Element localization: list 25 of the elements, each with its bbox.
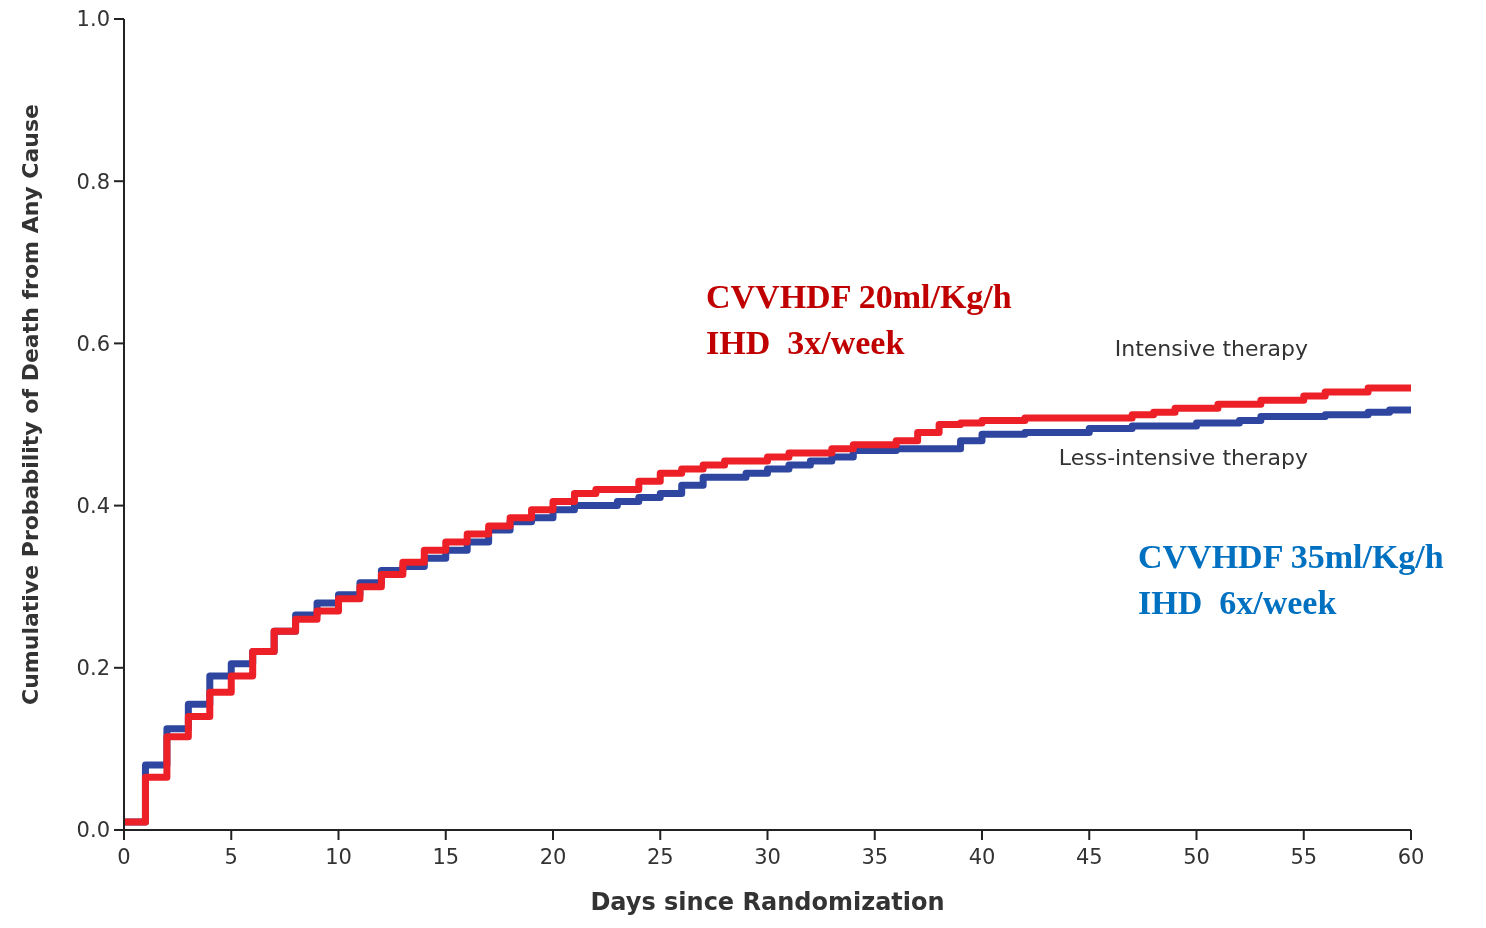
x-tick-label: 15 [432,845,460,869]
y-tick-label: 1.0 [76,7,110,32]
x-tick-label: 20 [539,845,567,869]
series-label: Less-intensive therapy [1058,444,1308,470]
x-tick-label: 40 [968,845,996,869]
x-tick-label: 0 [117,845,131,869]
x-axis-title: Days since Randomization [590,888,945,916]
y-tick-label: 0.8 [76,169,110,194]
y-axis-title: Cumulative Probability of Death from Any Cause [18,103,43,706]
x-tick-label: 35 [861,845,889,869]
x-tick-label: 30 [754,845,781,869]
x-tick-label: 60 [1397,845,1425,869]
annotation: CVVHDF 35ml/Kg/h IHD 6x/week [1138,538,1444,621]
x-tick-label: 5 [224,845,238,869]
series-label: Intensive therapy [1114,336,1308,362]
x-tick-label: 50 [1183,845,1210,869]
x-tick-label: 45 [1075,845,1103,869]
y-tick-label: 0.4 [76,493,110,518]
x-tick-label: 25 [646,845,674,869]
y-tick-label: 0.2 [76,656,110,681]
y-tick-label: 0.0 [76,818,110,843]
x-tick-label: 10 [325,845,352,869]
x-tick-label: 55 [1290,845,1318,869]
y-tick-label: 0.6 [76,331,110,356]
annotation: CVVHDF 20ml/Kg/h IHD 3x/week [706,278,1012,361]
